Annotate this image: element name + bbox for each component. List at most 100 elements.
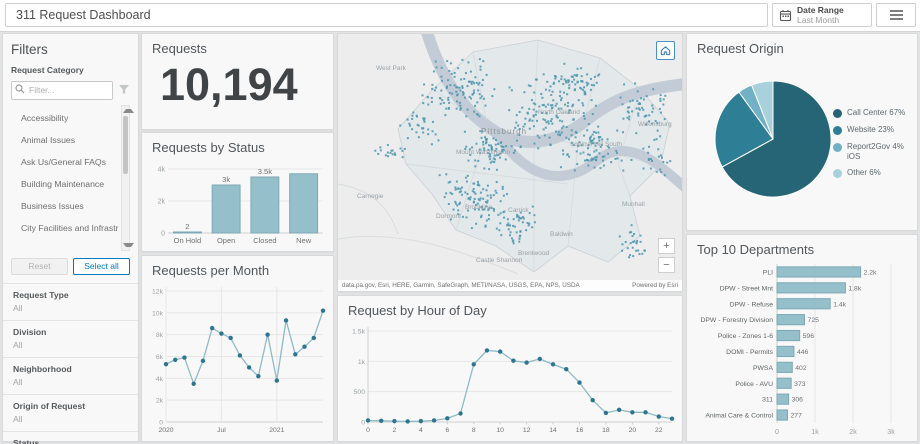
category-search	[11, 80, 113, 100]
requests-by-status-panel: Requests by Status 0 2k 4k 2 On Hold 3k Open 3.…	[141, 132, 334, 252]
scrollbar-thumb[interactable]	[123, 115, 128, 174]
requests-per-month-panel: Requests per Month 0 2k 4k 6k 8k 10k 12k 2020 Ju…	[141, 255, 334, 442]
svg-text:North Oakland: North Oakland	[538, 109, 580, 116]
filters-panel: Filters Request Category Accessibility An…	[2, 33, 139, 444]
legend-dot-icon	[833, 169, 842, 178]
zoom-out-button[interactable]: −	[658, 257, 675, 273]
filter-funnel-icon[interactable]	[118, 84, 130, 95]
filter-section-value: All	[13, 302, 23, 313]
filter-section[interactable]: Division All	[3, 319, 138, 357]
svg-text:12k: 12k	[152, 289, 164, 296]
category-list: Accessibility Animal Issues Ask Us/General…	[11, 104, 134, 251]
request-origin-title: Request Origin	[697, 41, 784, 56]
request-by-hour-panel: Request by Hour of Day 0 500 1k 1.5k 0 2 4 6 8 10…	[337, 295, 683, 442]
map-home-button[interactable]	[656, 41, 675, 60]
category-list-item[interactable]: Building Maintenance	[21, 178, 105, 189]
category-list-item[interactable]: Ask Us/General FAQs	[21, 156, 106, 167]
filter-section-label: Origin of Request	[13, 400, 86, 411]
svg-text:1.5k: 1.5k	[352, 329, 365, 336]
legend-dot-icon	[833, 126, 842, 135]
scroll-down-icon[interactable]	[123, 242, 134, 247]
svg-text:DPW - Refuse: DPW - Refuse	[730, 301, 774, 308]
select-all-button[interactable]: Select all	[73, 257, 130, 275]
legend-item[interactable]: Other 6%	[833, 168, 913, 178]
svg-text:Brentwood: Brentwood	[518, 250, 549, 257]
calendar-icon	[779, 9, 792, 21]
svg-text:2: 2	[393, 427, 397, 434]
svg-text:3.5k: 3.5k	[258, 167, 272, 176]
svg-text:0: 0	[366, 427, 370, 434]
svg-text:2020: 2020	[158, 427, 173, 434]
category-filter-input[interactable]	[11, 80, 113, 100]
map[interactable]: West Park North Oakland Pittsburgh Mount Wa…	[338, 34, 682, 291]
svg-text:Castle Shannon: Castle Shannon	[476, 257, 523, 264]
svg-text:DPW - Street Mnt: DPW - Street Mnt	[720, 285, 773, 292]
requests-total-value: 10,194	[160, 59, 298, 110]
header: 311 Request Dashboard Date Range Last Mo…	[0, 0, 920, 32]
svg-text:2: 2	[185, 222, 189, 231]
svg-text:1k: 1k	[811, 429, 819, 436]
attribution-text: data.pa.gov, Esri, HERE, Garmin, SafeGra…	[342, 282, 580, 289]
svg-text:1k: 1k	[358, 359, 366, 366]
legend-item[interactable]: Call Center 67%	[833, 108, 913, 118]
svg-text:1.8k: 1.8k	[848, 285, 861, 292]
svg-text:4: 4	[419, 427, 423, 434]
svg-text:0: 0	[361, 420, 365, 427]
category-list-scrollbar[interactable]	[121, 104, 134, 251]
svg-text:500: 500	[354, 389, 366, 396]
legend-dot-icon	[833, 143, 842, 152]
svg-text:Pittsburgh: Pittsburgh	[481, 127, 527, 136]
svg-text:Closed: Closed	[253, 236, 276, 245]
category-list-item[interactable]: City Facilities and Infrastructure	[21, 222, 119, 233]
svg-text:New: New	[296, 236, 312, 245]
filter-section[interactable]: Origin of Request All	[3, 393, 138, 431]
svg-text:20: 20	[629, 427, 637, 434]
svg-text:8: 8	[472, 427, 476, 434]
scroll-up-icon[interactable]	[123, 108, 134, 113]
hamburger-icon	[889, 8, 903, 23]
legend-label: Report2Gov 4% iOS	[847, 142, 904, 161]
svg-text:6k: 6k	[156, 354, 164, 361]
request-origin-pie-chart	[714, 80, 832, 198]
search-icon	[15, 84, 25, 94]
request-by-hour-title: Request by Hour of Day	[348, 303, 487, 318]
svg-text:311: 311	[762, 397, 773, 404]
page-title: 311 Request Dashboard	[5, 3, 768, 27]
svg-text:DOMI - Permits: DOMI - Permits	[726, 349, 773, 356]
legend-item[interactable]: Report2Gov 4% iOS	[833, 142, 913, 161]
category-list-item[interactable]: Accessibility	[21, 112, 69, 123]
svg-text:Carnegie: Carnegie	[357, 193, 384, 200]
svg-text:Wilkinsburg: Wilkinsburg	[638, 121, 672, 128]
legend-label: Website 23%	[847, 125, 894, 134]
svg-text:3k: 3k	[887, 429, 895, 436]
category-list-item[interactable]: Business Issues	[21, 200, 84, 211]
map-canvas[interactable]: West Park North Oakland Pittsburgh Mount Wa…	[338, 34, 682, 291]
legend-item[interactable]: Website 23%	[833, 125, 913, 135]
svg-text:Brookline: Brookline	[465, 204, 492, 211]
request-category-label: Request Category	[11, 65, 84, 75]
home-icon	[660, 46, 671, 56]
requests-per-month-chart: 0 2k 4k 6k 8k 10k 12k 2020 Jul 2021	[152, 287, 326, 434]
category-list-item[interactable]: Animal Issues	[21, 134, 76, 145]
request-origin-panel: Request Origin Call Center 67% Website 23…	[686, 33, 918, 231]
filter-section[interactable]: Status All	[3, 430, 138, 444]
svg-text:10: 10	[496, 427, 504, 434]
svg-text:PLI: PLI	[763, 270, 773, 277]
filter-section-value: All	[13, 376, 23, 387]
requests-by-status-chart: 0 2k 4k 2 On Hold 3k Open 3.5k Closed New	[158, 167, 323, 245]
legend-label: Call Center 67%	[847, 108, 906, 117]
svg-text:2k: 2k	[849, 429, 857, 436]
date-range-selector[interactable]: Date Range Last Month	[772, 3, 872, 27]
svg-text:Squirrel Hill South: Squirrel Hill South	[570, 141, 622, 148]
svg-text:Mount Washington: Mount Washington	[456, 149, 510, 156]
date-range-text: Date Range Last Month	[797, 5, 844, 25]
svg-text:Police - Zones 1-6: Police - Zones 1-6	[718, 333, 773, 340]
filter-section[interactable]: Neighborhood All	[3, 356, 138, 394]
reset-button[interactable]: Reset	[11, 257, 68, 275]
zoom-in-button[interactable]: +	[658, 238, 675, 254]
filter-section[interactable]: Request Type All	[3, 282, 138, 320]
svg-text:Dormont: Dormont	[436, 213, 461, 220]
top-departments-title: Top 10 Departments	[697, 242, 815, 257]
menu-button[interactable]	[876, 3, 916, 27]
